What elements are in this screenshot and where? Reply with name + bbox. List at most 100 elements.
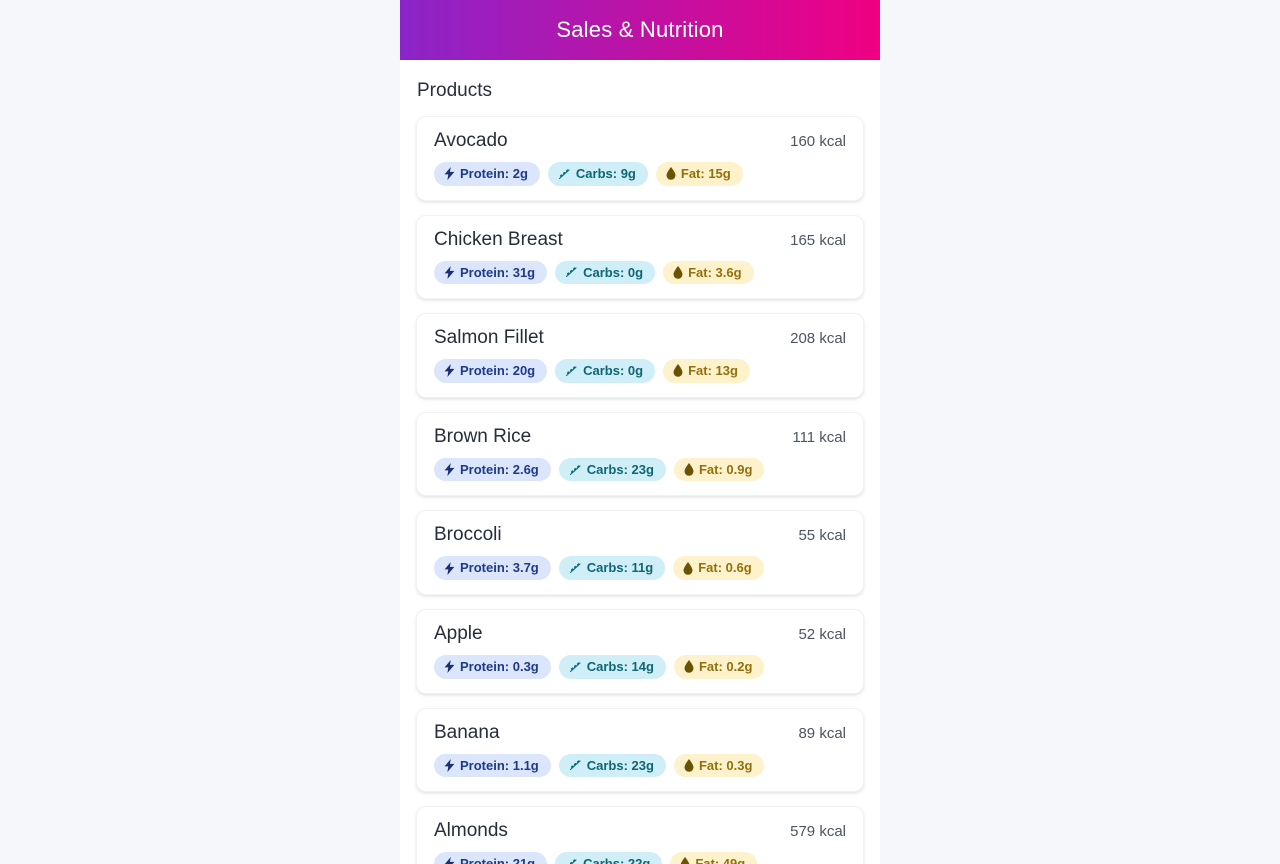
protein-label: Protein: 31g <box>460 264 536 280</box>
calories-value: 55 kcal <box>798 527 846 545</box>
droplet-icon <box>684 758 694 772</box>
fat-badge: Fat: 0.6g <box>673 556 764 580</box>
bolt-icon <box>444 660 455 674</box>
wheat-icon <box>569 759 582 771</box>
carbs-badge: Carbs: 11g <box>558 556 666 580</box>
card-header-row: Broccoli 55 kcal <box>434 524 846 546</box>
wheat-icon <box>569 562 582 574</box>
fat-label: Fat: 3.6g <box>688 264 742 280</box>
fat-badge: Fat: 0.3g <box>673 753 765 778</box>
fat-badge: Fat: 15g <box>655 162 743 186</box>
carbs-badge: Carbs: 23g <box>558 457 666 482</box>
protein-label: Protein: 1.1g <box>460 757 539 773</box>
droplet-icon <box>683 561 693 575</box>
bolt-icon <box>444 857 455 864</box>
protein-badge: Protein: 2g <box>434 162 540 186</box>
calories-value: 111 kcal <box>792 428 846 446</box>
carbs-label: Carbs: 9g <box>575 166 636 181</box>
droplet-icon <box>684 463 694 476</box>
product-name: Brown Rice <box>434 425 532 447</box>
calories-value: 165 kcal <box>790 231 846 249</box>
card-header-row: Brown Rice 111 kcal <box>434 426 846 448</box>
protein-label: Protein: 21g <box>460 856 536 864</box>
card-header-row: Almonds 579 kcal <box>434 820 846 842</box>
product-card[interactable]: Avocado 160 kcal Protein: 2g <box>416 116 864 201</box>
card-header-row: Avocado 160 kcal <box>434 130 846 152</box>
product-name: Banana <box>434 721 500 743</box>
nutrition-badges: Protein: 3.7g Carbs: 11g Fat: 0.6g <box>434 556 846 580</box>
fat-badge: Fat: 0.9g <box>673 457 765 482</box>
carbs-badge: Carbs: 9g <box>547 162 648 186</box>
protein-label: Protein: 0.3g <box>460 658 539 674</box>
product-card[interactable]: Salmon Fillet 208 kcal Protein: 20g <box>416 313 864 398</box>
protein-label: Protein: 20g <box>460 363 536 379</box>
droplet-icon <box>684 660 694 674</box>
wheat-icon <box>565 365 578 377</box>
card-header-row: Apple 52 kcal <box>434 623 846 645</box>
calories-value: 89 kcal <box>798 724 846 742</box>
nutrition-badges: Protein: 2g Carbs: 9g Fat: 15g <box>434 162 846 186</box>
fat-label: Fat: 0.3g <box>698 757 753 773</box>
wheat-icon <box>569 661 582 673</box>
fat-label: Fat: 0.9g <box>698 461 753 477</box>
product-card[interactable]: Broccoli 55 kcal Protein: 3.7g <box>416 510 864 595</box>
fat-label: Fat: 0.6g <box>698 560 752 576</box>
product-name: Salmon Fillet <box>434 327 544 349</box>
protein-badge: Protein: 2.6g <box>434 457 551 482</box>
droplet-icon <box>673 364 683 378</box>
nutrition-badges: Protein: 21g Carbs: 22g Fat: 49g <box>434 852 846 864</box>
protein-badge: Protein: 21g <box>434 852 548 864</box>
calories-value: 52 kcal <box>798 625 846 643</box>
protein-badge: Protein: 31g <box>434 260 548 285</box>
carbs-label: Carbs: 0g <box>583 363 644 379</box>
product-name: Broccoli <box>434 524 502 546</box>
fat-label: Fat: 13g <box>688 363 738 379</box>
fat-badge: Fat: 49g <box>670 852 758 864</box>
protein-label: Protein: 3.7g <box>460 560 539 576</box>
bolt-icon <box>444 561 455 575</box>
protein-label: Protein: 2g <box>460 166 528 181</box>
nutrition-badges: Protein: 31g Carbs: 0g Fat: 3.6g <box>434 260 846 285</box>
product-card[interactable]: Brown Rice 111 kcal Protein: 2.6g <box>416 411 864 497</box>
card-header-row: Banana 89 kcal <box>434 722 846 744</box>
droplet-icon <box>673 265 683 279</box>
card-header-row: Chicken Breast 165 kcal <box>434 229 846 251</box>
carbs-badge: Carbs: 14g <box>558 654 666 679</box>
bolt-icon <box>444 758 455 772</box>
section-title-products: Products <box>417 80 492 101</box>
wheat-icon <box>569 464 582 476</box>
wheat-icon <box>565 266 578 278</box>
product-name: Avocado <box>434 130 508 151</box>
product-card[interactable]: Chicken Breast 165 kcal Protein: 31g <box>416 214 864 300</box>
protein-badge: Protein: 20g <box>434 359 548 383</box>
carbs-label: Carbs: 0g <box>583 264 644 280</box>
fat-badge: Fat: 3.6g <box>663 260 754 285</box>
app-header: Sales & Nutrition <box>400 0 880 60</box>
carbs-badge: Carbs: 0g <box>555 260 656 285</box>
carbs-label: Carbs: 23g <box>586 461 654 477</box>
wheat-icon <box>558 168 571 180</box>
fat-label: Fat: 49g <box>695 856 746 864</box>
product-card[interactable]: Almonds 579 kcal Protein: 21g <box>416 806 864 864</box>
product-name: Apple <box>434 622 483 644</box>
carbs-label: Carbs: 22g <box>583 856 651 864</box>
protein-badge: Protein: 1.1g <box>434 753 551 778</box>
fat-badge: Fat: 13g <box>663 359 750 383</box>
carbs-badge: Carbs: 23g <box>558 753 666 778</box>
carbs-badge: Carbs: 0g <box>555 359 656 383</box>
carbs-badge: Carbs: 22g <box>555 852 663 864</box>
product-name: Chicken Breast <box>434 228 563 250</box>
protein-badge: Protein: 3.7g <box>434 556 551 580</box>
protein-label: Protein: 2.6g <box>460 461 539 477</box>
product-card[interactable]: Banana 89 kcal Protein: 1.1g <box>416 707 864 793</box>
bolt-icon <box>444 167 455 181</box>
nutrition-badges: Protein: 1.1g Carbs: 23g Fat: 0.3g <box>434 753 846 778</box>
droplet-icon <box>680 857 690 864</box>
app-title: Sales & Nutrition <box>556 17 724 42</box>
wheat-icon <box>565 858 578 864</box>
protein-badge: Protein: 0.3g <box>434 654 551 679</box>
calories-value: 208 kcal <box>790 330 846 348</box>
carbs-label: Carbs: 11g <box>586 560 654 576</box>
product-card[interactable]: Apple 52 kcal Protein: 0.3g <box>416 608 864 694</box>
carbs-label: Carbs: 14g <box>586 658 654 674</box>
